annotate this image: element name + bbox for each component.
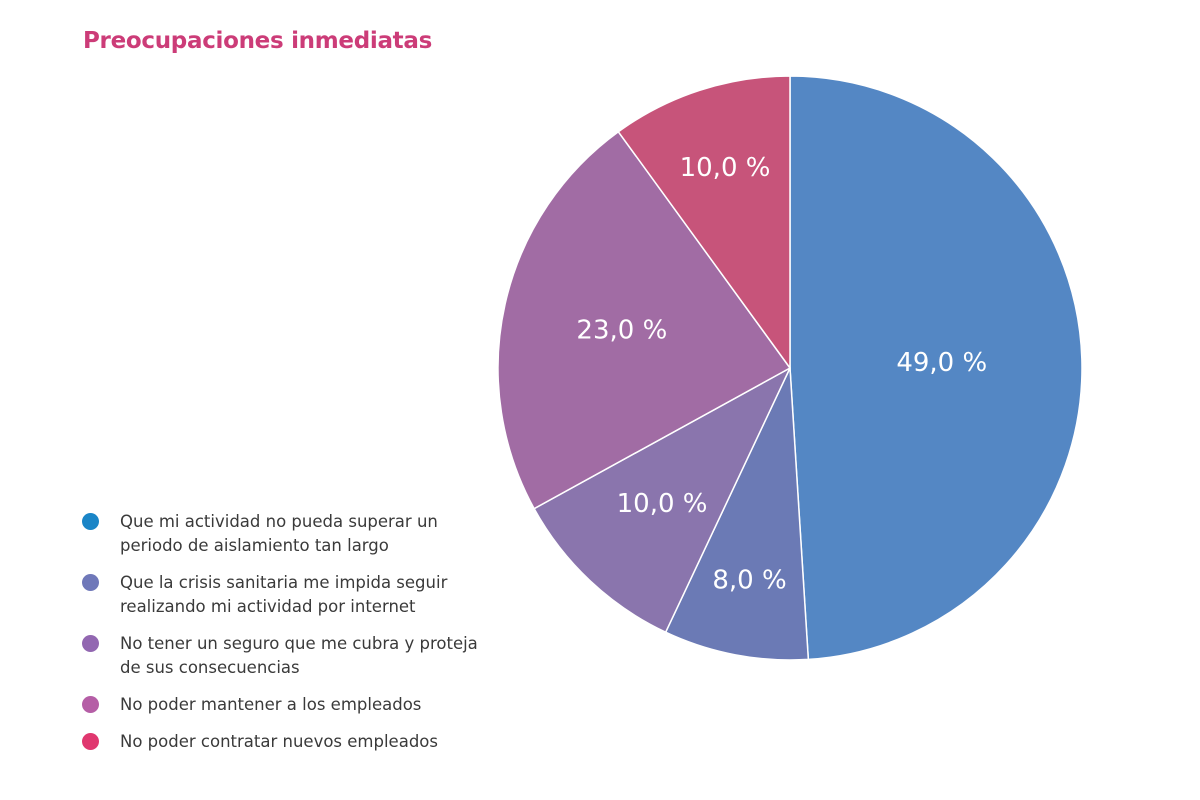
legend-label: No tener un seguro que me cubra y protej… xyxy=(120,634,478,677)
pie-slice xyxy=(664,367,810,661)
legend-label: Que la crisis sanitaria me impida seguir… xyxy=(120,573,448,616)
pie-slice xyxy=(617,75,791,369)
legend-item: No poder contratar nuevos empleados xyxy=(82,730,482,754)
legend-item: Que mi actividad no pueda superar un per… xyxy=(82,510,482,558)
pie-slice xyxy=(789,75,1083,661)
legend-marker-icon xyxy=(82,635,99,652)
legend-item: No poder mantener a los empleados xyxy=(82,693,482,717)
slice-value-label: 23,0 % xyxy=(576,315,667,345)
pie-slice xyxy=(533,367,791,633)
legend-label: Que mi actividad no pueda superar un per… xyxy=(120,512,438,555)
chart-legend: Que mi actividad no pueda superar un per… xyxy=(82,510,482,767)
legend-item: Que la crisis sanitaria me impida seguir… xyxy=(82,571,482,619)
slice-value-label: 10,0 % xyxy=(617,489,708,519)
legend-marker-icon xyxy=(82,513,99,530)
slice-value-label: 10,0 % xyxy=(680,153,771,183)
legend-marker-icon xyxy=(82,574,99,591)
pie-slice xyxy=(497,131,791,510)
legend-marker-icon xyxy=(82,733,99,750)
legend-label: No poder contratar nuevos empleados xyxy=(120,732,438,751)
pie-slices xyxy=(497,75,1083,661)
legend-marker-icon xyxy=(82,696,99,713)
pie-labels: 49,0 % 8,0 % 10,0 % 23,0 % 10,0 % xyxy=(576,153,987,595)
slice-value-label: 49,0 % xyxy=(896,348,987,378)
chart-title: Preocupaciones inmediatas xyxy=(83,28,432,54)
slice-value-label: 8,0 % xyxy=(712,565,786,595)
legend-label: No poder mantener a los empleados xyxy=(120,695,422,714)
legend-item: No tener un seguro que me cubra y protej… xyxy=(82,632,482,680)
